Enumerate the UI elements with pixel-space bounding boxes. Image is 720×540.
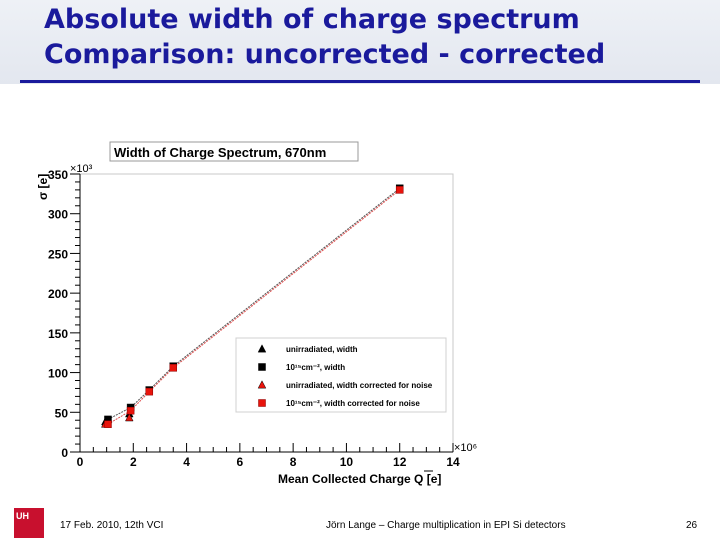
legend: unirradiated, width 10¹⁵cm⁻², width unirra… (235, 337, 447, 413)
slide-title-line2: Comparison: uncorrected - corrected (44, 39, 606, 70)
y-axis-multiplier: ×10³ (70, 163, 93, 175)
legend-marker (257, 344, 267, 353)
legend-label: 10¹⁵cm⁻², width corrected for noise (286, 399, 420, 408)
legend-label: 10¹⁵cm⁻², width (286, 363, 345, 372)
legend-box (235, 337, 447, 413)
x-tick-label: 14 (446, 455, 460, 469)
data-point (104, 420, 112, 428)
y-tick-label: 50 (55, 406, 69, 420)
x-tick-label: 4 (183, 455, 190, 469)
plot-layer: 0 50 100 150 200 250 300 350 0 2 4 6 8 10 12 14 unirradi… (48, 168, 460, 469)
university-logo: UH (14, 508, 44, 538)
footer-date: 17 Feb. 2010, 12th VCI (60, 520, 164, 531)
y-tick-label: 250 (48, 247, 68, 261)
x-tick-label: 0 (77, 455, 84, 469)
legend-marker (257, 380, 267, 389)
legend-marker (258, 363, 266, 371)
x-tick-label: 10 (340, 455, 354, 469)
footer-author: Jörn Lange – Charge multiplication in EP… (326, 520, 566, 531)
legend-marker (258, 399, 266, 407)
data-point (395, 186, 404, 194)
data-point (169, 364, 177, 372)
x-axis-label: Mean Collected Charge Q [e] (278, 472, 441, 486)
data-point (145, 387, 154, 396)
y-tick-label: 300 (48, 208, 68, 222)
y-tick-label: 0 (61, 446, 68, 460)
page-number: 26 (686, 520, 698, 531)
legend-entry: 10¹⁵cm⁻², width corrected for noise (258, 399, 420, 408)
x-axis-multiplier: ×10⁶ (454, 442, 477, 454)
chart-title: Width of Charge Spectrum, 670nm (114, 145, 326, 160)
legend-entry: 10¹⁵cm⁻², width (258, 363, 345, 372)
title-rule (20, 80, 700, 83)
y-axis-label: σ [e] (36, 174, 50, 200)
legend-label: unirradiated, width (286, 345, 358, 354)
legend-label: unirradiated, width corrected for noise (286, 381, 433, 390)
x-tick-label: 12 (393, 455, 407, 469)
slide-title-line1: Absolute width of charge spectrum (44, 4, 580, 35)
x-tick-label: 6 (237, 455, 244, 469)
header-band (0, 0, 720, 84)
y-tick-label: 350 (48, 168, 68, 182)
slide-title: Absolute width of charge spectrum Compar… (44, 2, 605, 72)
chart-title-box (109, 141, 359, 162)
data-point (125, 413, 134, 422)
x-tick-label: 8 (290, 455, 297, 469)
legend-entry: unirradiated, width corrected for noise (257, 380, 433, 390)
x-tick-label: 2 (130, 455, 137, 469)
y-tick-label: 150 (48, 327, 68, 341)
data-point (126, 406, 135, 415)
y-tick-label: 200 (48, 287, 68, 301)
y-tick-label: 100 (48, 367, 68, 381)
legend-entry: unirradiated, width (257, 344, 358, 354)
